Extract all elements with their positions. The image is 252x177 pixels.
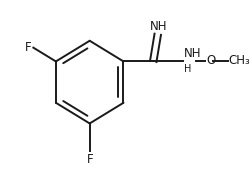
Text: H: H — [183, 64, 191, 74]
Text: NH: NH — [149, 20, 167, 33]
Text: NH: NH — [183, 47, 201, 61]
Text: F: F — [25, 41, 31, 54]
Text: F: F — [86, 153, 93, 166]
Text: O: O — [205, 54, 215, 67]
Text: CH₃: CH₃ — [228, 54, 249, 67]
